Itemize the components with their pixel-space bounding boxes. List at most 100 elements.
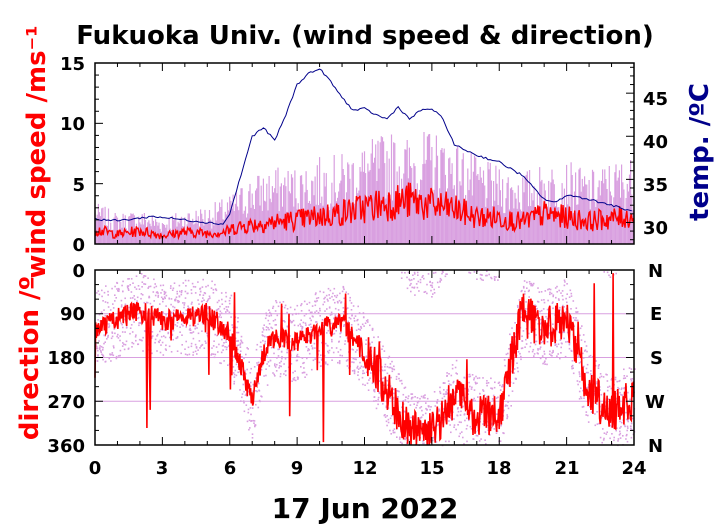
gust-direction-dot — [385, 405, 388, 408]
gust-direction-dot — [251, 437, 254, 439]
gust-direction-dot — [260, 349, 263, 351]
gust-direction-dot — [121, 323, 123, 326]
gust-direction-dot — [442, 393, 445, 395]
gust-direction-dot — [506, 414, 508, 416]
gust-direction-dot — [207, 298, 210, 300]
gust-direction-dot — [256, 364, 259, 366]
gust-direction-dot — [570, 292, 573, 295]
gust-direction-dot — [315, 321, 318, 323]
gust-direction-dot — [456, 414, 459, 417]
gust-direction-dot — [326, 363, 329, 366]
gust-direction-dot — [114, 332, 116, 335]
gust-direction-dot — [478, 440, 481, 442]
gust-direction-dot — [237, 331, 240, 334]
gust-direction-dot — [169, 287, 172, 289]
gust-direction-dot — [137, 343, 140, 345]
gust-direction-dot — [362, 312, 365, 314]
gust-direction-dot — [619, 420, 621, 423]
gust-direction-dot — [334, 295, 336, 297]
gust-direction-dot — [424, 394, 426, 396]
gust-direction-dot — [531, 350, 534, 353]
gust-direction-dot — [300, 319, 302, 321]
gust-direction-dot — [456, 408, 459, 410]
gust-direction-dot — [279, 375, 282, 378]
gust-direction-dot — [568, 347, 571, 350]
gust-direction-dot — [190, 303, 193, 305]
gust-direction-dot — [326, 344, 329, 347]
gust-direction-dot — [552, 351, 554, 353]
gust-direction-dot — [609, 276, 612, 278]
gust-direction-dot — [108, 357, 111, 360]
gust-direction-dot — [212, 288, 215, 291]
gust-direction-dot — [107, 334, 109, 337]
gust-direction-dot — [157, 294, 160, 297]
gust-direction-dot — [430, 289, 432, 292]
gust-direction-dot — [159, 284, 162, 287]
gust-direction-dot — [367, 389, 370, 391]
gust-direction-dot — [401, 271, 403, 274]
gust-direction-dot — [479, 277, 482, 280]
gust-direction-dot — [291, 313, 294, 316]
gust-direction-dot — [467, 390, 470, 392]
gust-direction-dot — [216, 334, 218, 337]
gust-direction-dot — [351, 348, 354, 351]
gust-direction-dot — [226, 310, 229, 312]
gust-direction-dot — [535, 334, 537, 336]
gust-direction-dot — [150, 337, 153, 339]
gust-direction-dot — [274, 366, 277, 368]
gust-direction-dot — [611, 433, 613, 435]
gust-direction-dot — [444, 393, 447, 395]
gust-direction-dot — [127, 288, 130, 290]
gust-direction-dot — [357, 323, 360, 326]
temperature-line — [94, 68, 632, 226]
gust-direction-dot — [606, 389, 609, 392]
gust-direction-dot — [579, 334, 581, 337]
gust-direction-dot — [228, 344, 230, 347]
gust-direction-dot — [110, 337, 113, 340]
gust-direction-dot — [326, 332, 328, 334]
gust-direction-dot — [122, 290, 124, 293]
gust-direction-dot — [378, 380, 381, 382]
gust-direction-dot — [539, 329, 542, 331]
gust-direction-dot — [111, 331, 113, 334]
gust-direction-dot — [230, 316, 232, 318]
gust-direction-dot — [473, 397, 475, 400]
gust-direction-dot — [366, 319, 369, 321]
gust-direction-dot — [126, 286, 129, 289]
gust-direction-dot — [259, 400, 261, 403]
gust-direction-dot — [396, 389, 398, 392]
gust-direction-dot — [431, 284, 433, 287]
gust-direction-dot — [537, 352, 539, 355]
gust-direction-dot — [462, 405, 464, 408]
gust-direction-dot — [590, 411, 593, 413]
gust-direction-dot — [111, 352, 114, 354]
gust-direction-dot — [606, 380, 609, 382]
gust-direction-dot — [621, 413, 624, 416]
gust-direction-dot — [130, 278, 133, 280]
gust-direction-dot — [323, 297, 325, 300]
gust-direction-dot — [155, 285, 158, 288]
gust-direction-dot — [559, 357, 561, 360]
gust-direction-dot — [476, 278, 478, 280]
gust-direction-dot — [546, 341, 549, 343]
gust-direction-dot — [465, 428, 468, 430]
gust-direction-dot — [375, 400, 377, 402]
gust-direction-dot — [321, 341, 323, 344]
gust-direction-dot — [418, 290, 420, 292]
gust-direction-dot — [251, 433, 254, 435]
gust-direction-dot — [600, 393, 603, 396]
gust-direction-dot — [528, 289, 530, 292]
gust-direction-dot — [594, 424, 597, 427]
gust-direction-dot — [250, 367, 252, 370]
gust-direction-dot — [377, 396, 380, 399]
gust-direction-dot — [292, 371, 294, 374]
gust-direction-dot — [221, 298, 223, 301]
gust-direction-dot — [629, 425, 632, 427]
gust-direction-dot — [298, 336, 300, 339]
gust-direction-dot — [328, 349, 331, 352]
gust-direction-dot — [141, 294, 144, 296]
gust-direction-dot — [537, 301, 540, 303]
gust-direction-dot — [299, 323, 301, 325]
gust-direction-dot — [379, 341, 382, 343]
gust-direction-dot — [544, 290, 547, 292]
